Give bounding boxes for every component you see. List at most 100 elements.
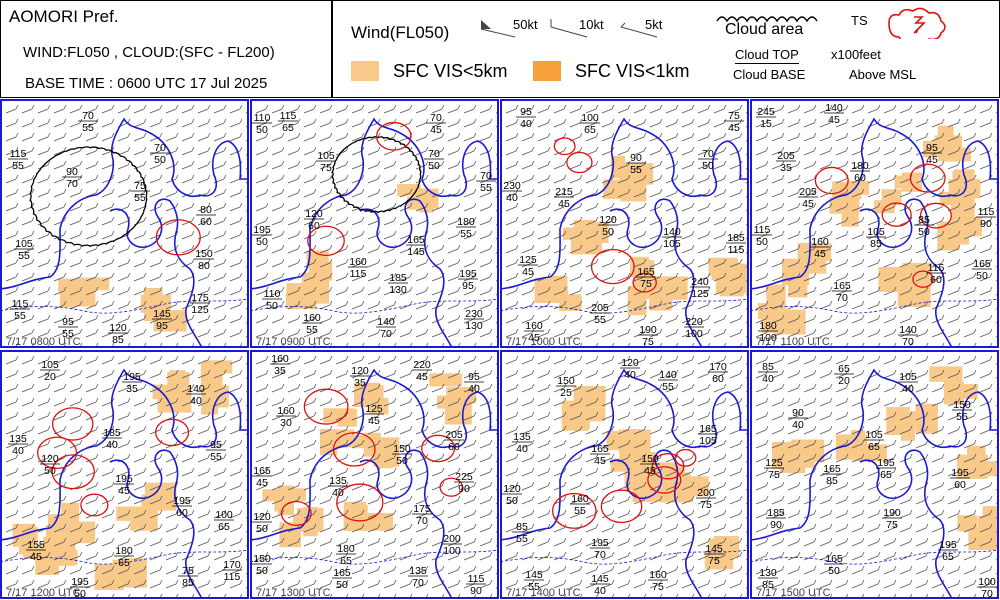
cloud-top-label: 170	[709, 361, 727, 373]
cloud-base-label: 75	[768, 469, 780, 481]
cloud-top-label: 105	[317, 150, 335, 162]
cloud-base-label: 50	[266, 300, 278, 312]
cloud-top-label: 135	[513, 431, 531, 443]
forecast-panels: 70 55 115 55 70 50 90 70 75 55 80 60 105 55 150 80 175 12…	[0, 99, 1000, 600]
cloud-top-label: 195	[253, 224, 271, 236]
cloud-base-label: 55	[460, 228, 472, 240]
cloud-base-label: 50	[702, 160, 714, 172]
cloud-top-label: 185	[389, 272, 407, 284]
cloud-base-label: 125	[191, 304, 209, 316]
cloud-top-label: 140	[663, 226, 681, 238]
cloud-base-label: 50	[336, 579, 348, 591]
cloud-top-label: 230	[503, 180, 521, 192]
cloud-base-label: 55	[210, 451, 222, 463]
cloud-base-label: 55	[528, 581, 540, 593]
cloud-base-label: 75	[320, 162, 332, 174]
cloud-top-label: 190	[883, 507, 901, 519]
cloud-base-label: 145	[407, 246, 425, 258]
cloud-base-label: 45	[644, 465, 656, 477]
cloud-top-label: 160	[525, 320, 543, 332]
cloud-base-label: 55	[480, 182, 492, 194]
cloud-area-outline	[29, 146, 148, 248]
cloud-top-label: 95	[926, 142, 938, 154]
legend-vis1-swatch	[533, 61, 561, 81]
cloud-top-label: 100	[978, 576, 996, 588]
cloud-base-label: 125	[691, 288, 709, 300]
cloud-base-label: 70	[836, 292, 848, 304]
cloud-top-label: 100	[581, 112, 599, 124]
cloud-top-label: 70	[480, 170, 492, 182]
panel-time: 7/17 1000 UTC	[506, 336, 581, 348]
cloud-base-label: 50	[256, 565, 268, 577]
cloud-base-label: 115	[728, 244, 745, 256]
cloud-base-label: 35	[126, 383, 138, 395]
cloud-base-label: 115	[350, 268, 367, 280]
cloud-base-label: 85	[182, 577, 194, 589]
ts-areas	[814, 163, 952, 288]
cloud-base-label: 55	[630, 164, 642, 176]
cloud-base-label: 50	[256, 236, 268, 248]
cloud-base-label: 100	[759, 332, 777, 344]
panel-time: 7/17 1100 UTC	[756, 336, 830, 348]
cloud-top-label: 165	[699, 423, 717, 435]
cloud-top-label: 70	[430, 112, 442, 124]
ts-areas	[155, 219, 201, 256]
cloud-base-label: 75	[652, 581, 664, 593]
coastline	[0, 368, 249, 599]
cloud-top-label: 205	[799, 186, 817, 198]
cloud-top-label: 70	[82, 110, 94, 122]
cloud-base-label: 45	[368, 415, 380, 427]
cloud-base-label: 65	[118, 557, 130, 569]
cloud-base-label: 60	[200, 216, 212, 228]
legend-ts-icon	[888, 7, 946, 39]
cloud-base-label: 75	[640, 278, 652, 290]
cloud-base-label: 105	[663, 238, 681, 250]
cloud-base-label: 40	[594, 585, 606, 597]
cloud-base-label: 85	[870, 238, 882, 250]
cloud-top-label: 195	[123, 371, 141, 383]
cloud-base-label: 80	[198, 260, 210, 272]
cloud-top-label: 200	[697, 487, 715, 499]
cloud-top-label: 150	[641, 453, 659, 465]
cloud-base-label: 65	[584, 124, 596, 136]
cloud-base-label: 40	[106, 439, 118, 451]
cloud-top-label: 205	[777, 150, 795, 162]
cloud-top-label: 155	[27, 539, 45, 551]
cloud-top-label: 240	[691, 276, 709, 288]
cloud-top-label: 180	[851, 160, 869, 172]
cloud-top-label: 95	[62, 316, 74, 328]
cloud-top-label: 185	[767, 507, 785, 519]
cloud-base-label: 100	[685, 328, 703, 340]
cloud-base-label: 95	[156, 320, 168, 332]
ts-areas	[280, 388, 464, 526]
legend-vis1: SFC VIS<1km	[575, 61, 690, 81]
legend-vis5: SFC VIS<5km	[393, 61, 508, 81]
cloud-top-label: 195	[173, 495, 191, 507]
cloud-base-label: 50	[44, 465, 56, 477]
cloud-base-label: 55	[12, 160, 24, 172]
cloud-top-label: 205	[445, 429, 463, 441]
cloud-top-label: 165	[333, 567, 351, 579]
cloud-base-label: 45	[118, 485, 130, 497]
legend-barbs-icon	[480, 19, 658, 38]
cloud-base-label: 40	[516, 443, 528, 455]
cloud-base-label: 50	[828, 565, 840, 577]
cloud-top-label: 165	[637, 266, 655, 278]
panel-time: 7/17 0900 UTC	[256, 336, 331, 348]
vis-area	[285, 184, 439, 310]
cloud-base-label: 70	[412, 577, 424, 589]
legend-vis5-swatch	[351, 61, 379, 81]
cloud-top-label: 135	[329, 475, 347, 487]
cloud-base-label: 45	[926, 154, 938, 166]
cloud-top-label: 195	[71, 576, 89, 588]
cloud-top-label: 145	[525, 569, 543, 581]
cloud-base-label: 45	[594, 455, 606, 467]
cloud-base-label: 45	[728, 122, 740, 134]
cloud-base-label: 100	[443, 545, 461, 557]
cloud-base-label: 40	[332, 487, 344, 499]
cloud-base-label: 45	[802, 198, 814, 210]
cloud-base-label: 60	[448, 441, 460, 453]
cloud-base-label: 45	[814, 248, 826, 260]
